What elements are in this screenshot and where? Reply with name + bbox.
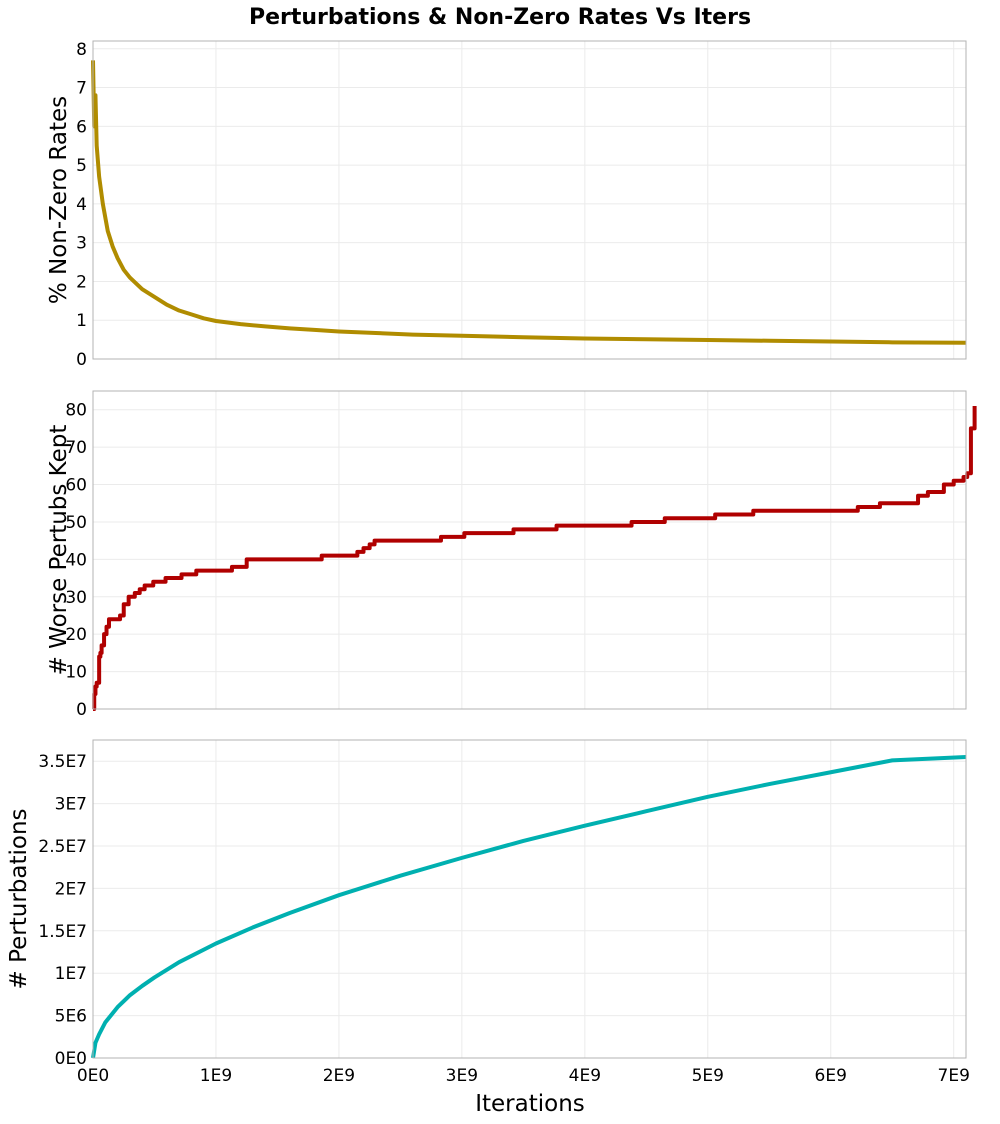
plot-area <box>93 41 966 359</box>
y-tick-label: 0 <box>76 350 87 370</box>
series-line-nonzero <box>91 60 967 345</box>
series-line-worse <box>92 405 977 711</box>
x-tick-label: 6E9 <box>815 1066 847 1086</box>
y-tick-label: 7 <box>76 79 87 99</box>
y-tick-label: 3E7 <box>55 795 87 815</box>
x-axis-label: Iterations <box>475 1091 585 1117</box>
y-tick-label: 2 <box>76 272 87 292</box>
y-tick-label: 30 <box>65 588 87 608</box>
plot-area <box>93 740 966 1058</box>
panel-nonzero-rates: 0 1 2 3 4 5 6 7 8 % Non-Zero Rates <box>46 40 967 370</box>
y-tick-label: 6 <box>76 117 87 137</box>
y-tick-label: 3.5E7 <box>38 752 87 772</box>
y-tick-label: 0E0 <box>55 1049 87 1069</box>
series-line-perturb <box>91 754 967 1059</box>
plot-frame <box>92 390 967 710</box>
y-tick-label: 1 <box>76 311 87 331</box>
y-tick-label: 8 <box>76 40 87 60</box>
y-tick-label: 1.5E7 <box>38 922 87 942</box>
y-tick-label: 0 <box>76 700 87 720</box>
y-tick-label: 70 <box>65 438 87 458</box>
x-tick-label: 1E9 <box>200 1066 232 1086</box>
y-tick-label: 2E7 <box>55 879 87 899</box>
x-tick-label: 5E9 <box>692 1066 724 1086</box>
x-tick-label: 3E9 <box>446 1066 478 1086</box>
plot-frame <box>92 40 967 360</box>
x-tick-label: 0E0 <box>77 1066 109 1086</box>
plot-frame <box>92 739 967 1059</box>
y-axis-label: % Non-Zero Rates <box>46 96 72 304</box>
y-tick-label: 4 <box>76 195 87 215</box>
y-tick-label: 50 <box>65 513 87 533</box>
y-tick-label: 5E6 <box>55 1007 87 1027</box>
y-tick-label: 3 <box>76 234 87 254</box>
x-tick-label: 2E9 <box>323 1066 355 1086</box>
y-tick-label: 80 <box>65 401 87 421</box>
plot-area <box>93 391 966 709</box>
panel-worse-perturbs: 0 10 20 30 40 50 60 70 80 # Worse Pertubs Kept <box>46 390 977 720</box>
y-tick-label: 20 <box>65 625 87 645</box>
y-tick-label: 5 <box>76 156 87 176</box>
y-tick-label: 1E7 <box>55 964 87 984</box>
y-tick-label: 2.5E7 <box>38 837 87 857</box>
y-tick-label: 60 <box>65 476 87 496</box>
y-tick-label: 40 <box>65 550 87 570</box>
x-tick-label: 4E9 <box>569 1066 601 1086</box>
panel-perturbations: 0E0 5E6 1E7 1.5E7 2E7 2.5E7 3E7 3.5E7 # Perturba… <box>6 739 970 1086</box>
x-tick-label: 7E9 <box>938 1066 970 1086</box>
chart-title: Perturbations & Non-Zero Rates Vs Iters <box>249 5 751 30</box>
y-axis-label: # Perturbations <box>6 808 32 989</box>
y-tick-label: 10 <box>65 663 87 683</box>
y-axis-label: # Worse Pertubs Kept <box>46 425 72 676</box>
